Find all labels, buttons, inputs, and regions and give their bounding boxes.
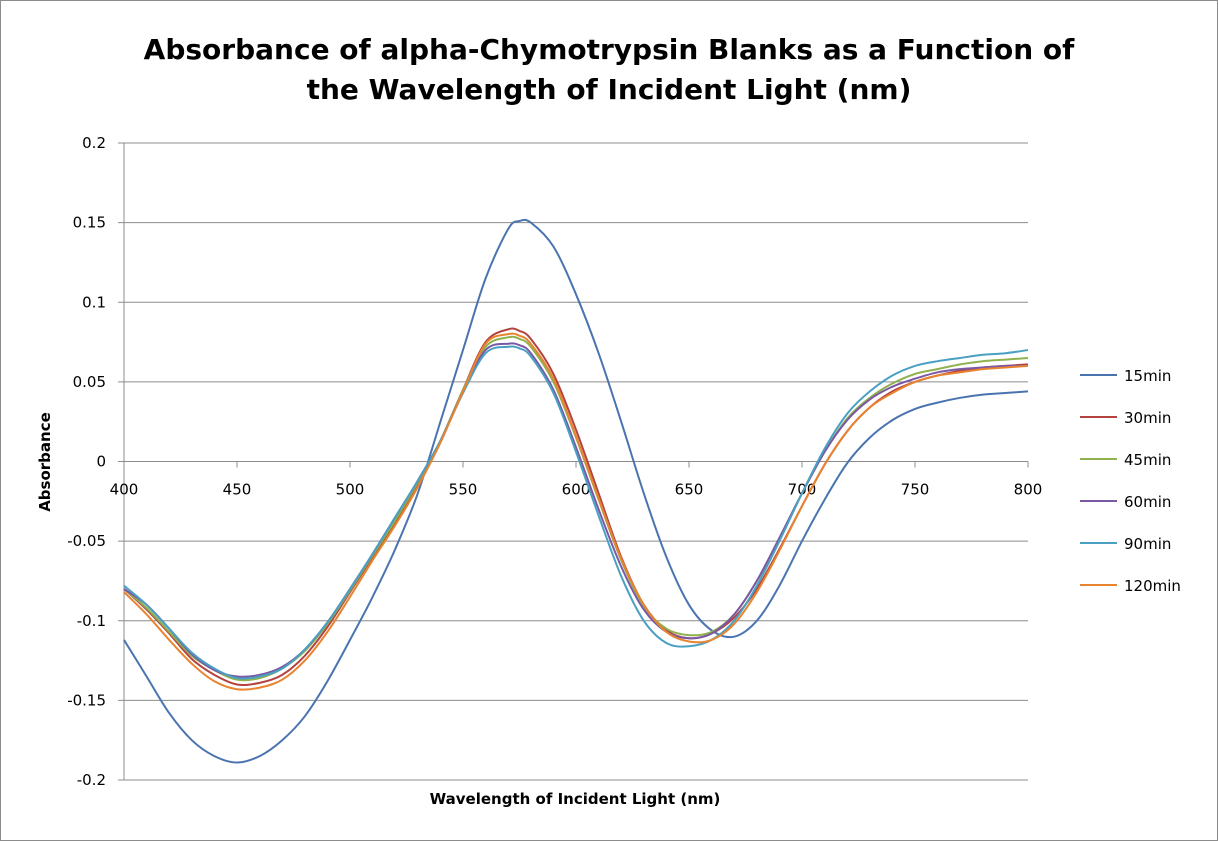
x-tick-label: 600: [562, 481, 591, 499]
legend-label-30min: 30min: [1124, 409, 1171, 427]
legend-label-60min: 60min: [1124, 493, 1171, 511]
series-line-15min: [123, 218, 1029, 764]
x-tick-label: 650: [675, 481, 704, 499]
x-tick-labels: 400 450 500 550 600 650 700 750 800: [110, 481, 1043, 499]
x-tick-label: 450: [223, 481, 252, 499]
x-tick-label: 550: [449, 481, 478, 499]
chart-title: Absorbance of alpha-Chymotrypsin Blanks …: [143, 33, 1075, 106]
axes: [118, 142, 1029, 781]
y-tick-label: 0: [96, 453, 106, 471]
y-tick-label: -0.2: [77, 771, 106, 789]
y-tick-label: 0.2: [82, 134, 106, 152]
x-tick-label: 800: [1014, 481, 1043, 499]
x-tick-label: 700: [788, 481, 817, 499]
legend: 15min 30min 45min 60min 90min 120min: [1080, 367, 1181, 595]
x-tick-label: 750: [901, 481, 930, 499]
series-line-45min: [123, 335, 1029, 682]
series-line-90min: [123, 345, 1029, 680]
series-line-120min: [123, 332, 1029, 691]
y-tick-labels: 0.2 0.15 0.1 0.05 0 -0.05 -0.1 -0.15 -0.2: [67, 134, 106, 789]
x-axis-label: Wavelength of Incident Light (nm): [429, 790, 721, 808]
series-line-60min: [123, 342, 1029, 678]
gridlines: [124, 142, 1028, 781]
legend-label-45min: 45min: [1124, 451, 1171, 469]
y-tick-label: 0.15: [73, 214, 106, 232]
y-tick-label: 0.1: [82, 293, 106, 311]
y-tick-label: -0.1: [77, 612, 106, 630]
legend-label-90min: 90min: [1124, 535, 1171, 553]
y-tick-label: -0.15: [67, 691, 106, 709]
legend-label-15min: 15min: [1124, 367, 1171, 385]
legend-label-120min: 120min: [1124, 577, 1181, 595]
x-tick-label: 400: [110, 481, 139, 499]
y-tick-label: -0.05: [67, 532, 106, 550]
x-tick-label: 500: [336, 481, 365, 499]
y-tick-label: 0.05: [73, 373, 106, 391]
series-lines: [123, 218, 1029, 764]
